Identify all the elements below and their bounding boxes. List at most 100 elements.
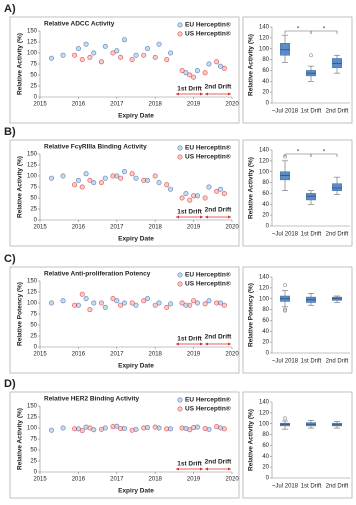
x-tick-label: 2016 <box>72 225 86 231</box>
y-tick-label: 40 <box>262 202 269 208</box>
drift-label: 2nd Drift <box>205 207 233 214</box>
y-axis-label: Relative Activity (%) <box>248 157 255 219</box>
point <box>168 186 174 192</box>
point <box>152 424 158 430</box>
significance-label: * <box>297 150 300 156</box>
x-tick-label: 2018 <box>149 477 163 483</box>
y-tick-label: 100 <box>27 174 38 180</box>
point <box>121 169 127 175</box>
point <box>110 173 116 179</box>
y-tick-label: 100 <box>27 426 38 432</box>
legend-label: US Herceptin® <box>185 405 231 413</box>
y-tick-label: 80 <box>262 307 269 313</box>
x-tick-label: 2017 <box>110 225 124 231</box>
point <box>133 175 139 181</box>
y-tick-label: 150 <box>27 404 38 410</box>
y-tick-label: 60 <box>262 68 269 74</box>
panel-frame <box>242 139 353 247</box>
point <box>133 52 139 58</box>
arrow-head <box>176 92 203 96</box>
y-tick-label: 50 <box>30 323 37 329</box>
x-tick-label: 2019 <box>187 352 201 358</box>
point <box>202 70 208 76</box>
y-tick-label: 100 <box>259 296 270 302</box>
y-tick-label: 140 <box>259 400 270 406</box>
point <box>75 302 81 308</box>
point <box>191 425 197 431</box>
point <box>118 175 124 181</box>
point <box>179 425 185 431</box>
point <box>187 427 193 433</box>
y-tick-label: 0 <box>34 218 38 224</box>
x-axis-label: Expiry Date <box>118 488 154 495</box>
point <box>98 426 104 432</box>
y-tick-label: 0 <box>266 351 270 357</box>
y-tick-label: 80 <box>262 57 269 63</box>
x-axis-label: Expiry Date <box>118 236 154 243</box>
y-tick-label: 0 <box>266 101 270 107</box>
point <box>75 46 81 52</box>
point <box>183 302 189 308</box>
x-tick-label: 2020 <box>225 477 239 483</box>
legend-marker <box>177 281 183 287</box>
point <box>214 300 220 306</box>
point <box>98 300 104 306</box>
y-tick-label: 25 <box>30 334 37 340</box>
panel-frame <box>9 139 240 247</box>
x-axis-label: Expiry Date <box>118 363 154 370</box>
chart-title: Relative HER2 Binding Activity <box>44 396 139 403</box>
outlier <box>283 416 287 421</box>
x-tick-label: 2019 <box>187 477 201 483</box>
y-axis-label: Relative Potency (%) <box>248 283 255 347</box>
x-tick-label: 2016 <box>72 102 86 108</box>
point <box>102 43 108 49</box>
point <box>217 300 223 306</box>
y-tick-label: 125 <box>27 290 38 296</box>
y-tick-label: 75 <box>30 62 37 68</box>
y-tick-label: 60 <box>262 443 269 449</box>
x-tick-label: 1st Drift <box>301 484 322 490</box>
y-tick-label: 150 <box>27 152 38 158</box>
x-tick-label: 2020 <box>225 102 239 108</box>
legend-label: US Herceptin® <box>185 30 231 38</box>
point <box>164 426 170 432</box>
point <box>133 426 139 432</box>
point <box>102 304 108 310</box>
point <box>214 188 220 194</box>
chart-title: Relative Anti-proliferation Potency <box>44 271 151 278</box>
x-tick-label: 2018 <box>149 102 163 108</box>
point <box>194 68 200 74</box>
y-axis-label: Relative Activity (%) <box>248 409 255 471</box>
y-tick-label: 80 <box>262 180 269 186</box>
point <box>114 173 120 179</box>
x-tick-label: 2015 <box>33 352 47 358</box>
panel-frame <box>9 16 240 124</box>
x-tick-label: 1st Drift <box>301 359 322 365</box>
x-tick-label: 2017 <box>110 477 124 483</box>
y-tick-label: 75 <box>30 437 37 443</box>
point <box>121 425 127 431</box>
point <box>145 296 151 302</box>
drift-label: 2nd Drift <box>205 84 233 91</box>
x-tick-label: 2015 <box>33 102 47 108</box>
x-tick-label: 2nd Drift <box>326 359 349 365</box>
legend-label: EU Herceptin® <box>185 21 231 29</box>
point <box>187 72 193 78</box>
point <box>164 304 170 310</box>
point <box>194 300 200 306</box>
y-tick-label: 150 <box>27 279 38 285</box>
box <box>280 43 290 56</box>
point <box>72 426 78 432</box>
point <box>217 63 223 69</box>
point <box>83 171 89 177</box>
y-tick-label: 0 <box>34 345 38 351</box>
point <box>217 186 223 192</box>
point <box>72 52 78 58</box>
y-tick-label: 0 <box>266 476 270 482</box>
outlier <box>283 307 287 312</box>
box <box>306 193 316 201</box>
point <box>72 302 78 308</box>
point <box>141 298 147 304</box>
point <box>98 59 104 65</box>
